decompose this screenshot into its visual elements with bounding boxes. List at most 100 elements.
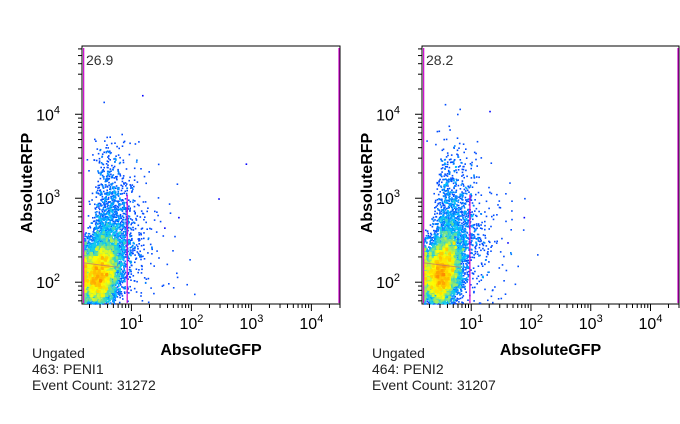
event-dot [87, 242, 90, 244]
event-dot [135, 217, 137, 220]
event-dot [106, 217, 109, 220]
event-dot [135, 161, 138, 163]
event-dot [125, 231, 127, 234]
event-dot [134, 227, 137, 230]
event-dot [129, 249, 131, 251]
event-dot [147, 207, 149, 209]
event-dot [115, 290, 117, 293]
event-dot [95, 227, 97, 229]
event-dot [92, 238, 94, 240]
event-dot [131, 219, 134, 221]
event-dot [104, 209, 107, 212]
event-dot [129, 142, 131, 145]
event-dot [119, 270, 121, 273]
event-dot [131, 184, 134, 186]
event-dot [107, 161, 110, 163]
event-dot [106, 160, 109, 162]
event-dot [102, 163, 105, 166]
event-dot [134, 200, 136, 202]
event-dot [103, 216, 105, 219]
event-dot [86, 295, 88, 297]
event-dot [153, 292, 155, 295]
event-dot [89, 242, 91, 244]
event-dot [103, 225, 105, 228]
event-dot [168, 203, 171, 205]
event-dot [108, 175, 111, 177]
event-dot [112, 198, 114, 200]
event-dot [103, 218, 105, 220]
event-dot [125, 192, 128, 195]
event-dot [107, 217, 110, 219]
event-dot [109, 259, 112, 262]
event-dot [118, 226, 121, 229]
event-dot [143, 175, 146, 178]
event-dot [109, 136, 111, 138]
event-dot [115, 214, 118, 216]
event-dot [113, 234, 115, 237]
event-dot [129, 209, 131, 211]
event-dot [121, 145, 124, 147]
event-dot [99, 148, 102, 151]
event-dot [124, 208, 126, 210]
event-dot [105, 229, 107, 231]
event-dot [114, 220, 116, 223]
event-dot [110, 223, 112, 225]
event-dot [87, 232, 90, 235]
event-dot [95, 225, 98, 227]
event-dot [118, 244, 121, 247]
event-dot [125, 211, 127, 213]
event-dot [141, 268, 143, 271]
event-dot [130, 279, 132, 281]
event-dot [88, 233, 91, 235]
event-dot [111, 230, 114, 233]
event-dot [119, 272, 122, 275]
event-dot [115, 223, 118, 225]
event-dot [122, 298, 124, 300]
event-dot [107, 300, 110, 303]
event-dot [120, 216, 122, 218]
event-dot [108, 192, 111, 194]
event-dot [118, 279, 120, 282]
event-dot [100, 183, 103, 185]
event-dot [108, 211, 111, 214]
event-dot [97, 231, 100, 233]
event-dot [113, 224, 115, 227]
event-dot [107, 239, 110, 241]
event-dot [123, 276, 125, 279]
event-dot [91, 235, 93, 238]
event-dot [123, 278, 126, 281]
event-dot [122, 199, 124, 202]
event-dot [119, 232, 122, 234]
event-dot [123, 262, 126, 264]
event-dot [107, 170, 110, 173]
event-dot [111, 193, 114, 195]
event-dot [111, 211, 114, 214]
event-dot [119, 282, 121, 284]
event-dot [124, 190, 127, 193]
event-dot [105, 192, 108, 195]
event-dot [114, 230, 116, 233]
event-dot [112, 202, 114, 205]
event-dot [108, 157, 110, 160]
event-dot [130, 228, 133, 231]
event-dot [99, 213, 102, 216]
event-dot [87, 297, 89, 300]
event-dot [93, 246, 95, 248]
event-dot [97, 187, 99, 189]
event-dot [124, 219, 127, 221]
event-dot [118, 254, 120, 256]
event-dot [133, 205, 136, 208]
event-dot [98, 186, 100, 189]
event-dot [99, 172, 102, 175]
event-dot [135, 257, 138, 260]
event-dot [105, 200, 108, 203]
event-dot [120, 261, 122, 263]
event-dot [93, 229, 95, 232]
event-dot [104, 186, 107, 188]
event-dot [120, 259, 122, 261]
event-dot [119, 224, 122, 226]
event-dot [142, 201, 145, 203]
event-dot [119, 277, 121, 280]
event-dot [123, 203, 125, 205]
event-dot [140, 264, 143, 267]
